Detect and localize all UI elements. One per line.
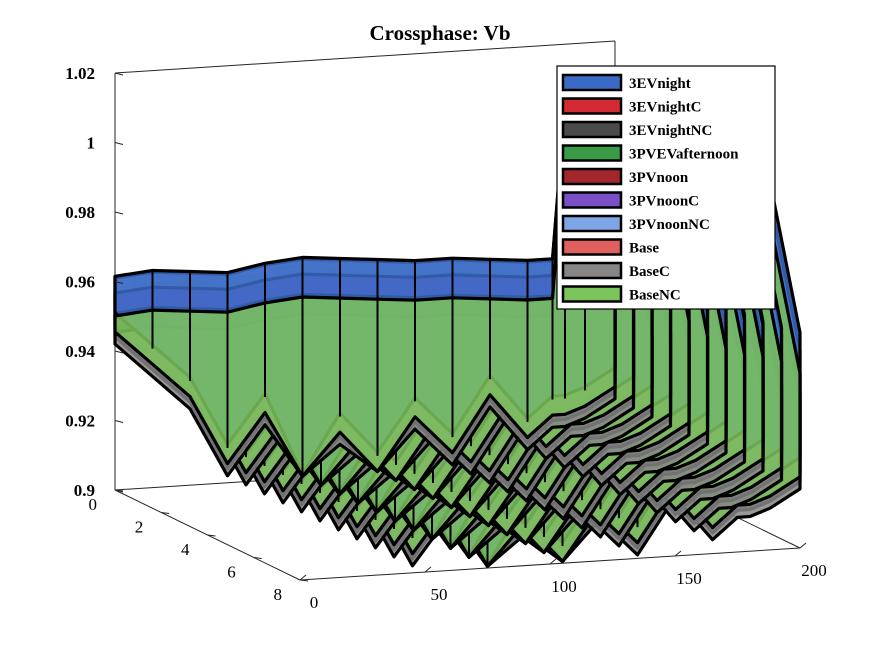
box-edge-top-back	[114, 40, 616, 74]
x-tick-mark	[799, 542, 807, 549]
z-tick-label: 0.9	[74, 481, 95, 500]
x-tick-label: 100	[551, 577, 577, 596]
legend-entry-3PVEVafternoon: 3PVEVafternoon	[629, 147, 739, 163]
z-tick-label: 0.92	[65, 412, 95, 431]
x-tick-label: 50	[431, 585, 448, 604]
legend-swatch-3PVnoonC	[561, 191, 623, 209]
y-tick-mark	[299, 579, 309, 582]
legend-entry-3EVnightC: 3EVnightC	[629, 100, 702, 116]
legend-swatch-Base	[561, 238, 623, 256]
y-tick-label: 8	[274, 585, 283, 604]
legend-entry-3PVnoonNC: 3PVnoonNC	[629, 217, 710, 233]
chart-title: Crossphase: Vb	[369, 21, 510, 45]
x-tick-mark	[299, 574, 307, 581]
z-tick-mark	[114, 350, 124, 354]
z-tick-label: 0.94	[65, 342, 95, 361]
legend-entry-BaseC: BaseC	[629, 264, 670, 280]
y-tick-label: 6	[227, 563, 236, 582]
data-ribbons	[113, 102, 802, 568]
ribbon-BaseNC-slice-0	[113, 141, 617, 478]
legend-swatch-3PVnoon	[561, 167, 623, 186]
z-tick-mark	[114, 72, 124, 76]
legend-entry-Base: Base	[629, 241, 659, 257]
z-tick-mark	[114, 142, 124, 145]
z-tick-label: 1	[87, 134, 96, 153]
y-tick-mark	[207, 534, 216, 537]
legend-entry-3PVnoonC: 3PVnoonC	[629, 194, 699, 210]
y-tick-label: 2	[135, 518, 144, 537]
y-tick-label: 4	[181, 540, 190, 559]
legend-swatch-3EVnightNC	[561, 120, 623, 139]
legend-swatch-BaseC	[561, 261, 623, 280]
z-tick-mark	[114, 281, 124, 284]
z-tick-label: 0.96	[65, 273, 95, 292]
x-tick-label: 200	[801, 561, 827, 580]
legend-entry-3EVnight: 3EVnight	[629, 76, 691, 92]
legend-swatch-BaseNC	[561, 285, 623, 303]
legend-entry-3EVnightNC: 3EVnightNC	[629, 123, 712, 139]
z-tick-mark	[114, 211, 124, 215]
y-tick-mark	[161, 512, 170, 514]
legend-swatch-3EVnightC	[561, 97, 623, 115]
x-tick-label: 150	[676, 569, 702, 588]
z-tick-mark	[114, 489, 124, 493]
y-tick-label: 0	[89, 495, 98, 514]
legend-swatch-3PVnoonNC	[561, 214, 623, 233]
x-tick-mark	[674, 550, 682, 557]
legend-entry-BaseNC: BaseNC	[629, 288, 681, 304]
legend: 3EVnight 3EVnightC 3EVnightNC 3PVEVafternoo…	[556, 65, 776, 310]
legend-swatch-3EVnight	[561, 73, 623, 92]
y-tick-mark	[253, 557, 262, 559]
z-tick-mark	[114, 420, 124, 423]
x-tick-label: 0	[310, 593, 319, 612]
axis-ticks: 0 50 100 150 200 0 2 4 6 8 0.9 0.92 0.94 0.96 0.98 1 1.0…	[65, 64, 827, 612]
x-tick-mark	[424, 566, 432, 573]
z-tick-label: 1.02	[65, 64, 95, 83]
z-tick-label: 0.98	[65, 203, 95, 222]
x-tick-mark	[549, 558, 557, 565]
legend-entry-3PVnoon: 3PVnoon	[629, 170, 689, 186]
legend-swatch-3PVEVafternoon	[561, 144, 623, 162]
